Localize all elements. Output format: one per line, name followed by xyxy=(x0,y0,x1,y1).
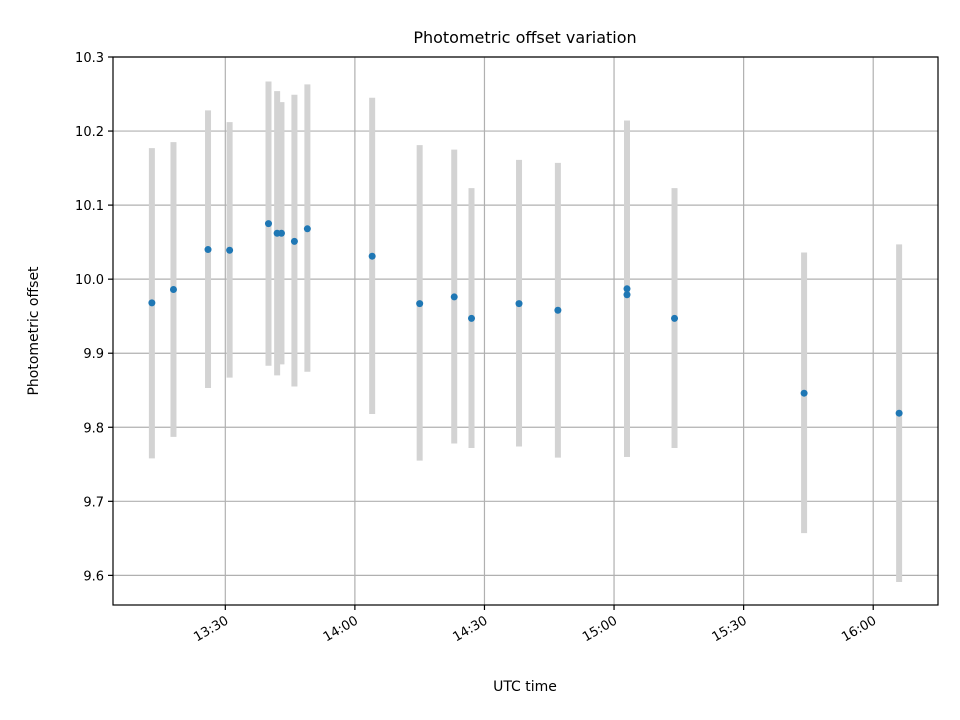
data-point xyxy=(277,229,285,237)
data-point xyxy=(169,286,177,294)
data-point xyxy=(368,252,376,260)
x-tick-label: 15:30 xyxy=(710,613,750,645)
data-point xyxy=(226,246,234,254)
x-tick-label: 14:30 xyxy=(451,613,491,645)
data-point xyxy=(148,299,156,307)
x-tick-label: 15:00 xyxy=(580,613,620,645)
y-tick-label: 10.2 xyxy=(75,125,104,140)
y-tick-label: 10.1 xyxy=(75,199,104,214)
data-points xyxy=(148,220,903,417)
x-tick-label: 13:30 xyxy=(191,613,231,645)
plot-frame xyxy=(112,56,939,606)
chart-title: Photometric offset variation xyxy=(413,28,636,47)
x-axis-label: UTC time xyxy=(493,679,557,695)
data-point xyxy=(515,300,523,308)
data-point xyxy=(468,314,476,322)
y-tick-label: 9.9 xyxy=(83,347,104,362)
data-point xyxy=(416,300,424,308)
x-tick-label: 14:00 xyxy=(321,613,361,645)
x-axis-ticks: 13:30 14:00 14:30 15:00 15:30 16:00 xyxy=(191,605,879,645)
data-point xyxy=(623,285,631,293)
y-axis-label: Photometric offset xyxy=(26,266,42,396)
y-tick-label: 10.3 xyxy=(75,51,104,66)
data-point xyxy=(554,306,562,314)
y-tick-label: 10.0 xyxy=(75,273,104,288)
x-tick-label: 16:00 xyxy=(839,613,879,645)
data-point xyxy=(450,293,458,301)
data-point xyxy=(895,409,903,417)
data-point xyxy=(623,291,631,299)
grid xyxy=(113,56,938,605)
y-tick-label: 9.8 xyxy=(83,421,104,436)
y-axis-ticks: 9.6 9.7 9.8 9.9 10.0 10.1 10.2 10.3 xyxy=(75,51,113,584)
data-point xyxy=(290,237,298,245)
data-point xyxy=(264,220,272,228)
data-point xyxy=(303,225,311,233)
y-tick-label: 9.6 xyxy=(83,569,104,584)
y-tick-label: 9.7 xyxy=(83,495,104,510)
error-bars xyxy=(148,81,903,583)
data-point xyxy=(671,314,679,322)
data-point xyxy=(204,246,212,254)
data-point xyxy=(800,389,808,397)
